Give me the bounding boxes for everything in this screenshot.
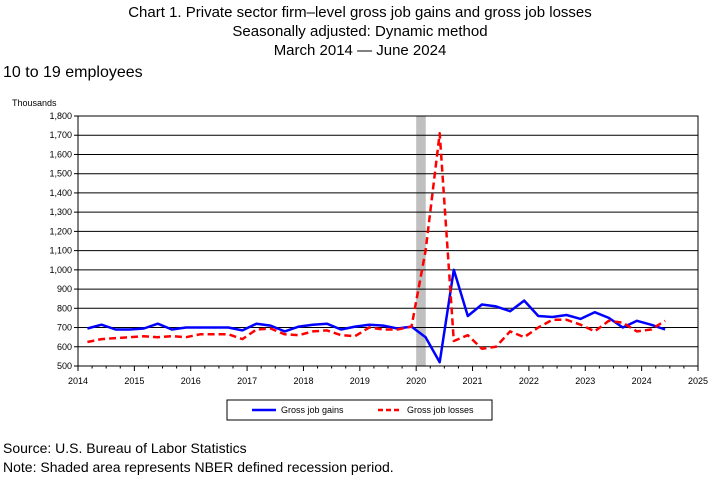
x-tick-label: 2015 — [124, 376, 144, 386]
y-tick-label: 1,500 — [49, 169, 72, 179]
x-tick-label: 2020 — [406, 376, 426, 386]
legend-label-losses: Gross job losses — [407, 405, 474, 415]
y-tick-label: 1,000 — [49, 265, 72, 275]
y-tick-label: 1,100 — [49, 246, 72, 256]
x-tick-label: 2018 — [293, 376, 313, 386]
y-tick-label: 1,700 — [49, 130, 72, 140]
x-tick-label: 2019 — [350, 376, 370, 386]
y-tick-label: 500 — [57, 361, 72, 371]
recession-shading — [416, 116, 426, 366]
recession-note: Note: Shaded area represents NBER define… — [3, 459, 394, 475]
x-tick-label: 2021 — [463, 376, 483, 386]
legend-label-gains: Gross job gains — [281, 405, 344, 415]
plot-area — [78, 116, 698, 366]
chart-title: Chart 1. Private sector firm–level gross… — [128, 4, 592, 21]
x-tick-label: 2025 — [688, 376, 708, 386]
y-tick-label: 1,200 — [49, 226, 72, 236]
y-tick-label: 1,400 — [49, 188, 72, 198]
y-axis-label: Thousands — [12, 98, 57, 108]
y-tick-label: 1,300 — [49, 207, 72, 217]
y-tick-label: 900 — [57, 284, 72, 294]
legend-box — [226, 399, 493, 421]
chart-title-period: March 2014 — June 2024 — [273, 42, 447, 59]
y-tick-label: 1,600 — [49, 149, 72, 159]
x-tick-label: 2022 — [519, 376, 539, 386]
x-tick-label: 2017 — [237, 376, 257, 386]
x-tick-label: 2024 — [632, 376, 652, 386]
source-note: Source: U.S. Bureau of Labor Statistics — [3, 440, 247, 456]
chart-title-method: Seasonally adjusted: Dynamic method — [232, 23, 488, 40]
y-tick-label: 800 — [57, 303, 72, 313]
y-tick-label: 1,800 — [49, 111, 72, 121]
x-tick-label: 2014 — [68, 376, 88, 386]
y-tick-label: 700 — [57, 323, 72, 333]
series-line-gains — [87, 268, 666, 364]
x-tick-label: 2023 — [575, 376, 595, 386]
series-line-losses — [87, 132, 666, 350]
y-tick-label: 600 — [57, 342, 72, 352]
chart-subtitle: 10 to 19 employees — [3, 64, 143, 81]
x-tick-label: 2016 — [181, 376, 201, 386]
legend: Gross job gains Gross job losses — [226, 399, 493, 421]
